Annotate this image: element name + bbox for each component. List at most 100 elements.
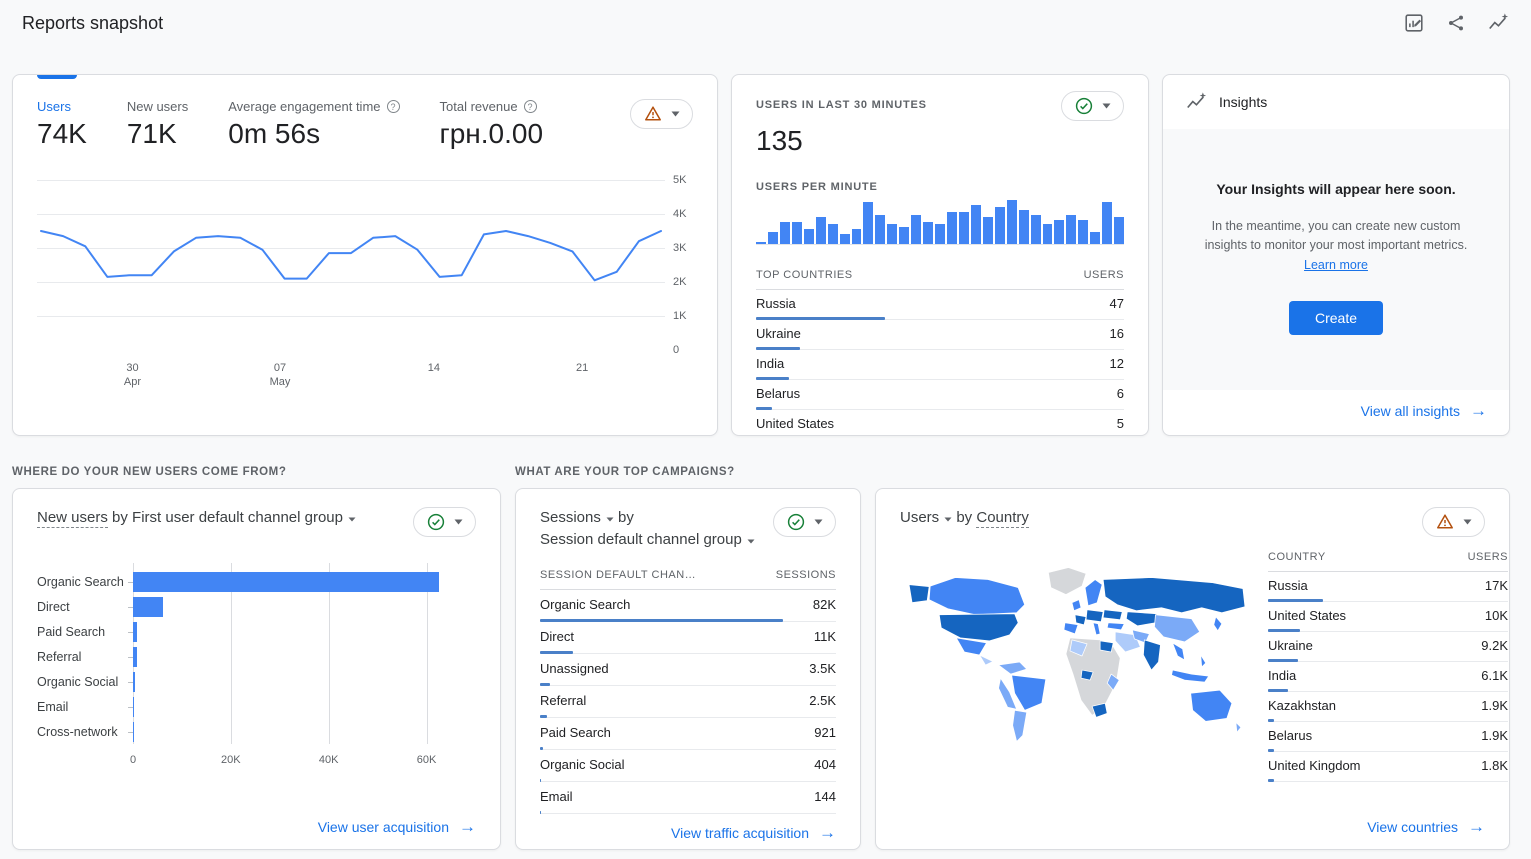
- country-kazakhstan: [1125, 611, 1162, 627]
- table-row-ukraine[interactable]: Ukraine 16: [756, 320, 1124, 350]
- channel-row-email[interactable]: Email: [37, 694, 476, 719]
- table-row-united-states[interactable]: United States 5: [756, 410, 1124, 435]
- channel-bar: [133, 696, 134, 717]
- table-row-india[interactable]: India 12: [756, 350, 1124, 380]
- channel-row-organic-social[interactable]: Organic Social: [37, 669, 476, 694]
- country-new-zealand: [1235, 721, 1242, 733]
- users-per-minute-bar: [756, 241, 766, 244]
- customize-report-icon[interactable]: [1403, 12, 1425, 34]
- table-row-india[interactable]: India 6.1K: [1268, 662, 1508, 692]
- table-row-organic-social[interactable]: Organic Social 404: [540, 750, 836, 782]
- table-row-russia[interactable]: Russia 47: [756, 290, 1124, 320]
- insights-icon: [1187, 92, 1207, 109]
- metric-tab-average-engagement-time[interactable]: Average engagement time? 0m 56s: [228, 99, 400, 150]
- row-share-bar: [540, 811, 541, 814]
- y-axis-label: 4K: [673, 208, 687, 220]
- table-row-russia[interactable]: Russia 17K: [1268, 572, 1508, 602]
- view-traffic-acquisition-link[interactable]: View traffic acquisition →: [671, 814, 836, 841]
- view-countries-link[interactable]: View countries →: [1367, 808, 1485, 835]
- row-label: Organic Social: [540, 757, 625, 772]
- user-acquisition-card: New users by First user default channel …: [12, 488, 501, 850]
- x-axis-label: 0: [129, 754, 137, 766]
- line-chart: [37, 180, 665, 351]
- overview-quality-dropdown[interactable]: [630, 99, 693, 129]
- x-axis-label: 60K: [416, 754, 437, 766]
- country-australia: [1190, 689, 1233, 722]
- region-east-africa: [1106, 673, 1120, 691]
- x-axis-label: 40K: [318, 754, 339, 766]
- metric-selector[interactable]: Sessions: [540, 509, 601, 526]
- campaigns-quality-dropdown[interactable]: [773, 507, 836, 537]
- channel-bar: [133, 671, 135, 692]
- reports-snapshot-content: Users 74K New users 71K Average engagement t…: [0, 74, 1531, 850]
- channel-row-organic-search[interactable]: Organic Search: [37, 569, 476, 594]
- metric-tab-users[interactable]: Users 74K: [37, 99, 87, 150]
- metric-tab-total-revenue[interactable]: Total revenue? грн.0.00: [440, 99, 544, 150]
- channel-row-paid-search[interactable]: Paid Search: [37, 619, 476, 644]
- chevron-down-icon[interactable]: [944, 507, 952, 529]
- realtime-quality-dropdown[interactable]: [1061, 91, 1124, 121]
- dimension-selector[interactable]: Session default channel group: [540, 531, 742, 548]
- section-title-campaigns: WHAT ARE YOUR TOP CAMPAIGNS?: [515, 466, 735, 478]
- metric-value: 74K: [37, 118, 87, 149]
- row-share-bar: [1268, 659, 1298, 662]
- metric-selector[interactable]: New users: [37, 509, 108, 528]
- row-label: Paid Search: [540, 725, 611, 740]
- metric-label: New users: [126, 99, 189, 114]
- chevron-down-icon: [1102, 103, 1111, 109]
- table-row-organic-search[interactable]: Organic Search 82K: [540, 590, 836, 622]
- table-row-ukraine[interactable]: Ukraine 9.2K: [1268, 632, 1508, 662]
- row-label: Ukraine: [756, 326, 801, 341]
- create-insight-button[interactable]: Create: [1288, 301, 1384, 336]
- map-quality-dropdown[interactable]: [1422, 507, 1485, 537]
- column-header: SESSION DEFAULT CHAN…: [540, 569, 697, 581]
- table-row-referral[interactable]: Referral 2.5K: [540, 686, 836, 718]
- table-row-belarus[interactable]: Belarus 6: [756, 380, 1124, 410]
- channel-row-cross-network[interactable]: Cross-network: [37, 719, 476, 744]
- channel-bar: [133, 571, 439, 592]
- chevron-down-icon[interactable]: [348, 507, 356, 529]
- channel-bar-track: [128, 669, 476, 694]
- learn-more-link[interactable]: Learn more: [1304, 257, 1368, 272]
- world-map[interactable]: [900, 539, 1252, 808]
- arrow-right-icon: →: [459, 817, 476, 836]
- channel-row-referral[interactable]: Referral: [37, 644, 476, 669]
- table-row-email[interactable]: Email 144: [540, 782, 836, 814]
- acquisition-quality-dropdown[interactable]: [413, 507, 476, 537]
- row-share-bar: [1268, 719, 1275, 722]
- metric-tab-new-users[interactable]: New users 71K: [127, 99, 188, 150]
- help-icon[interactable]: ?: [523, 100, 537, 113]
- warning-icon: [1437, 514, 1453, 529]
- metric-selector[interactable]: Users: [900, 509, 940, 526]
- table-row-united-states[interactable]: United States 10K: [1268, 602, 1508, 632]
- view-all-insights-link[interactable]: View all insights →: [1361, 402, 1487, 419]
- table-row-paid-search[interactable]: Paid Search 921: [540, 718, 836, 750]
- channel-bar: [133, 621, 138, 642]
- insights-icon[interactable]: [1487, 12, 1509, 34]
- chevron-down-icon[interactable]: [606, 507, 614, 529]
- table-row-unassigned[interactable]: Unassigned 3.5K: [540, 654, 836, 686]
- y-axis-label: 1K: [673, 310, 687, 322]
- table-row-united-kingdom[interactable]: United Kingdom 1.8K: [1268, 752, 1508, 782]
- users-per-minute-bar: [1018, 209, 1029, 244]
- row-label: Email: [540, 789, 573, 804]
- channel-row-direct[interactable]: Direct: [37, 594, 476, 619]
- share-icon[interactable]: [1445, 12, 1467, 34]
- help-icon[interactable]: ?: [386, 100, 400, 113]
- dimension-selector[interactable]: Country: [976, 509, 1029, 528]
- users-per-minute-bar: [958, 212, 969, 244]
- row-value: 2.5K: [809, 693, 836, 708]
- chevron-down-icon[interactable]: [747, 529, 755, 551]
- channel-label: Organic Social: [37, 674, 119, 689]
- x-axis-label: 21: [575, 362, 589, 374]
- users-per-minute-bar: [899, 226, 910, 244]
- table-row-belarus[interactable]: Belarus 1.9K: [1268, 722, 1508, 752]
- row-label: Referral: [540, 693, 587, 708]
- view-user-acquisition-link[interactable]: View user acquisition →: [318, 808, 476, 835]
- row-label: India: [756, 356, 785, 371]
- table-row-kazakhstan[interactable]: Kazakhstan 1.9K: [1268, 692, 1508, 722]
- page-title: Reports snapshot: [22, 12, 164, 33]
- link-label: View traffic acquisition: [671, 824, 809, 841]
- table-row-direct[interactable]: Direct 11K: [540, 622, 836, 654]
- channel-bar-track: [128, 619, 476, 644]
